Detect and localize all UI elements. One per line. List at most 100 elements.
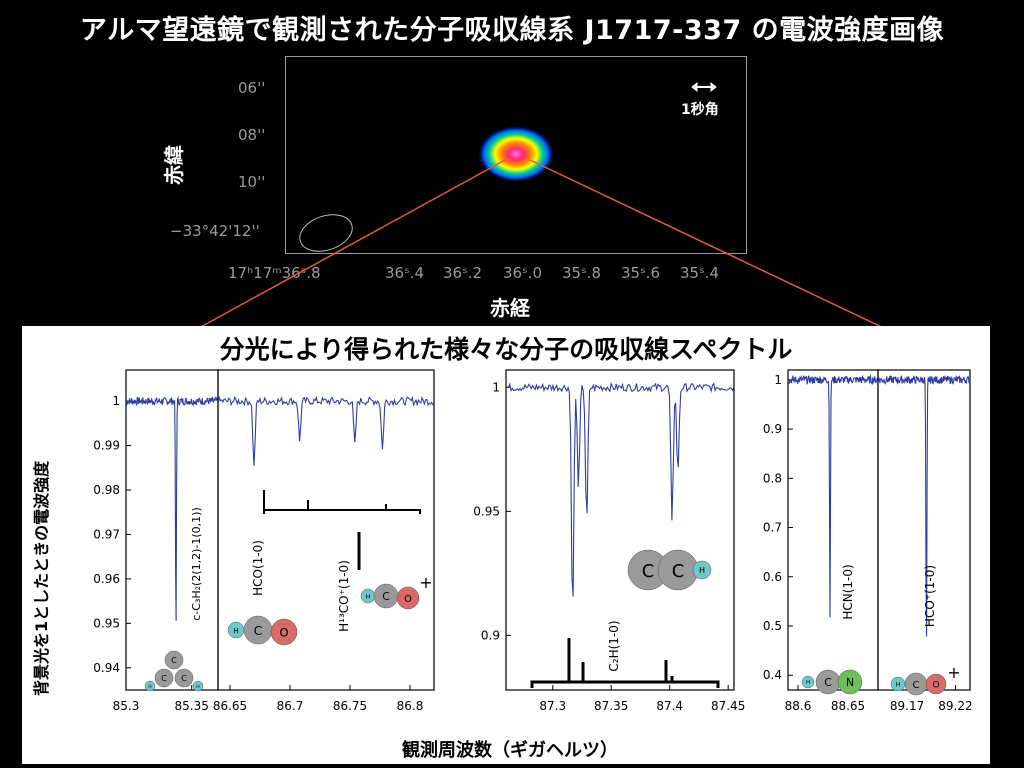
- c3h2-atom-c3: [174, 668, 194, 688]
- c3h2-atom-c2: [154, 668, 174, 688]
- c3h2-atom-c1-letter: C: [171, 655, 177, 665]
- ra-tick: 36ˢ.2: [443, 264, 482, 282]
- scale-bar: [691, 81, 717, 93]
- c3h2-atom-h1: [144, 680, 156, 692]
- ra-tick: 17ʰ17ᵐ36ˢ.8: [228, 264, 321, 282]
- x-tick-label: 86.7: [277, 699, 304, 713]
- x-tick-label: 87.3: [539, 699, 566, 713]
- y-tick-label: 0.9: [763, 422, 782, 436]
- panel-frame: [505, 369, 735, 691]
- hco-line-markers: [263, 490, 421, 514]
- c3h2-atom-c2-letter: C: [161, 673, 167, 683]
- y-axis-label: 背景光を1としたときの電波強度: [32, 460, 51, 696]
- spectra-title: 分光により得られた様々な分子の吸収線スペクトル: [219, 335, 793, 364]
- x-tick-label: 85.35: [175, 699, 209, 713]
- hco-atom-c-letter: C: [254, 623, 263, 638]
- hcn-atom-h-letter: H: [806, 680, 810, 686]
- page-title: アルマ望遠鏡で観測された分子吸収線系 J1717-337 の電波強度画像: [79, 15, 945, 46]
- radio-map: 1秒角: [285, 56, 747, 254]
- spectrum-line: [877, 374, 971, 637]
- ra-tick: 35ˢ.4: [680, 264, 719, 282]
- y-tick-label: 0.6: [763, 570, 782, 584]
- dec-tick: −33°42'12'': [170, 222, 260, 240]
- c2h-atom-c1-letter: C: [642, 561, 655, 582]
- c3h2-atom-h2: [192, 680, 204, 692]
- hcn-atom-c-letter: C: [824, 676, 832, 689]
- h13co+-atom-o-letter: O: [404, 594, 412, 605]
- h13co+-charge: +: [419, 573, 432, 592]
- c3h2-atom-c1: [164, 650, 184, 670]
- spectra-svg: 1 0.99 0.98 0.97 0.96 0.95 0.94 85.3 85.35 86.65 8…: [93, 369, 973, 713]
- y-tick-label: 0.95: [93, 616, 120, 630]
- x-tick-label: 89.17: [890, 699, 924, 713]
- molecule-label-h13co+: H¹³CO⁺(1-0): [337, 560, 351, 632]
- hco-atom-o: [270, 618, 298, 646]
- hcn-atom-n-letter: N: [846, 676, 854, 689]
- zoom-connectors: [125, 159, 969, 369]
- y-tick-label: 0.5: [763, 619, 782, 633]
- y-tick-label: 1: [492, 380, 500, 394]
- ra-tick: 36ˢ.0: [503, 264, 542, 282]
- c2h-line-markers: [530, 638, 720, 688]
- molecule-label-hcn: HCN(1-0): [841, 564, 855, 619]
- x-tick-label: 89.22: [938, 699, 972, 713]
- y-tick-label: 0.7: [763, 521, 782, 535]
- dec-tick: 10'': [238, 173, 266, 191]
- c3h2-atom-h1-letter: H: [148, 684, 151, 690]
- x-tick-label: 88.6: [785, 699, 812, 713]
- x-tick-label: 86.75: [333, 699, 367, 713]
- y-tick-label: 1: [774, 373, 782, 387]
- hco+-charge: +: [947, 663, 960, 682]
- x-tick-label: 86.65: [213, 699, 247, 713]
- y-tick-label: 0.99: [93, 439, 120, 453]
- c2h-atom-h: [692, 560, 712, 580]
- panel-frame: [217, 369, 435, 691]
- hco+-atom-o: [925, 673, 947, 695]
- hcn-atom-n: [837, 669, 863, 695]
- ra-axis-label: 赤経: [490, 296, 530, 320]
- c3h2-atom-h2-letter: H: [196, 684, 199, 690]
- x-axis-label: 観測周波数（ギガヘルツ）: [402, 740, 618, 761]
- molecule-label-hco+: HCO⁺(1-0): [923, 565, 937, 627]
- y-tick-label: 1: [112, 394, 120, 408]
- molecule-label-c-c3h2: c-C₃H₂(2(1,2)-1(0,1)): [190, 507, 203, 621]
- ra-tick: 36ˢ.4: [385, 264, 424, 282]
- y-tick-label: 0.98: [93, 483, 120, 497]
- y-tick-label: 0.4: [763, 668, 782, 682]
- source-blob: [478, 126, 554, 182]
- spectrum-line: [787, 374, 879, 618]
- ra-tick: 35ˢ.8: [562, 264, 601, 282]
- c2h-atom-h-letter: H: [699, 565, 705, 575]
- x-tick-label: 86.8: [397, 699, 424, 713]
- radio-map-svg: [299, 81, 717, 252]
- c2h-atom-c2-letter: C: [672, 561, 685, 582]
- panel-frame: [877, 369, 971, 691]
- x-tick-label: 87.4: [656, 699, 683, 713]
- molecule-label-c2h: C₂H(1-0): [607, 620, 621, 671]
- dec-tick: 06'': [238, 79, 266, 97]
- spectrum-line: [217, 395, 435, 466]
- spectrum-line: [505, 381, 735, 597]
- beam-ellipse: [299, 214, 353, 252]
- x-tick-label: 87.45: [711, 699, 745, 713]
- scale-bar-label: 1秒角: [681, 102, 719, 118]
- y-tick-label: 0.96: [93, 572, 120, 586]
- x-tick-label: 88.65: [831, 699, 865, 713]
- y-tick-label: 0.94: [93, 661, 120, 675]
- dec-tick: 08'': [238, 126, 266, 144]
- hco+-atom-c-letter: C: [913, 680, 920, 691]
- molecule-label-hco: HCO(1-0): [251, 540, 265, 596]
- spectra-panel: 分光により得られた様々な分子の吸収線スペクトル 1 0.99 0.98 0.97 0.9…: [22, 326, 990, 764]
- panel-frame: [125, 369, 219, 691]
- spectrum-line: [125, 396, 219, 621]
- c3h2-atom-c3-letter: C: [181, 673, 187, 683]
- h13co+-atom-h-letter: H: [366, 593, 371, 600]
- hco+-atom-h-letter: H: [896, 681, 901, 688]
- x-tick-label: 85.3: [113, 699, 140, 713]
- h13co+-atom-o: [396, 586, 420, 610]
- panel-frame: [787, 369, 879, 691]
- hco+-atom-o-letter: O: [932, 681, 939, 691]
- hco-atom-o-letter: O: [279, 626, 288, 640]
- ra-tick: 35ˢ.6: [621, 264, 660, 282]
- y-tick-label: 0.9: [481, 628, 500, 642]
